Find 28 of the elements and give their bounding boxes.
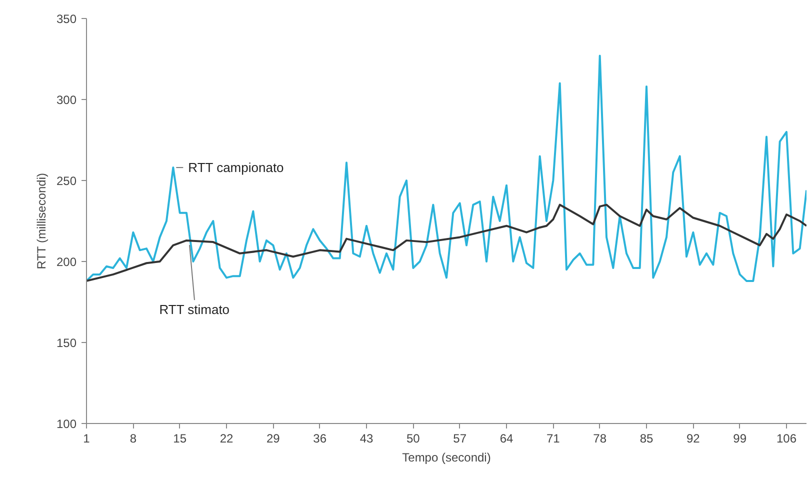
x-tick-label: 71	[546, 432, 560, 446]
x-tick-label: 43	[360, 432, 374, 446]
y-tick-label: 100	[56, 417, 77, 431]
y-tick-label: 250	[56, 174, 77, 188]
annotation: RTT stimato	[159, 302, 230, 318]
x-tick-label: 78	[593, 432, 607, 446]
x-tick-label: 50	[406, 432, 420, 446]
x-tick-label: 85	[640, 432, 654, 446]
x-tick-label: 8	[130, 432, 137, 446]
x-tick-label: 15	[173, 432, 187, 446]
y-tick-label: 300	[56, 93, 77, 107]
x-tick-label: 22	[220, 432, 234, 446]
x-tick-label: 99	[733, 432, 747, 446]
line-series	[86, 204, 806, 282]
y-tick-label: 350	[56, 12, 77, 26]
x-tick-label: 64	[500, 432, 514, 446]
x-axis-title: Tempo (secondi)	[402, 450, 491, 464]
x-tick-label: 1	[83, 432, 90, 446]
x-tick-label: 106	[776, 432, 797, 446]
y-tick-label: 200	[56, 255, 77, 269]
y-axis-title: RTT (millisecondi)	[34, 172, 48, 270]
line-series	[86, 54, 806, 282]
y-tick-label: 150	[56, 336, 77, 350]
x-tick-label: 29	[266, 432, 280, 446]
x-tick-label: 36	[313, 432, 327, 446]
annotation: RTT campionato	[188, 160, 284, 176]
x-tick-label: 92	[686, 432, 700, 446]
x-tick-label: 57	[453, 432, 467, 446]
